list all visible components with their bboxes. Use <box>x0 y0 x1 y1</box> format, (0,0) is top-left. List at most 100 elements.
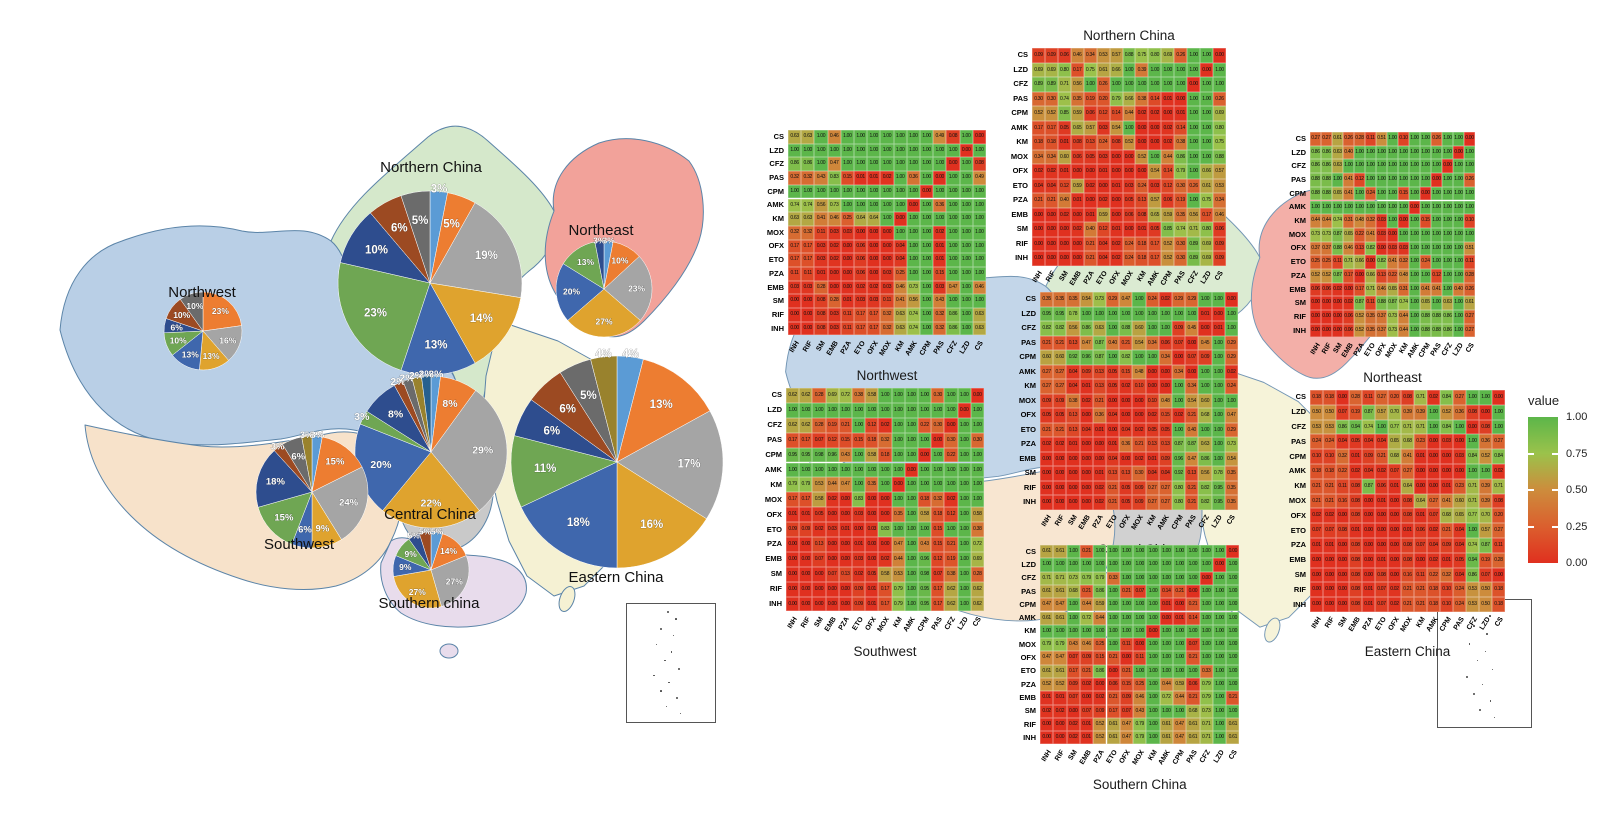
heatmap-cell: 1.00 <box>1409 159 1420 173</box>
heatmap-cell: 1.00 <box>958 492 971 507</box>
heatmap-cell: 0.63 <box>1093 321 1106 336</box>
heatmap-cell: 0.00 <box>1066 452 1079 467</box>
heatmap-cell: 0.86 <box>1310 146 1321 160</box>
heatmap-cell: 0.00 <box>1058 237 1071 252</box>
heatmap-cell: 0.32 <box>933 322 946 336</box>
heatmap-cell: 0.01 <box>1323 538 1336 553</box>
heatmap-cell: 0.39 <box>1135 63 1148 78</box>
heatmap-cell: 0.15 <box>931 537 944 552</box>
heatmap-cell: 1.00 <box>1431 228 1442 242</box>
heatmap-cell: 1.00 <box>1420 173 1431 187</box>
heatmap-cell: 1.00 <box>1093 625 1106 638</box>
heatmap-cell: 0.95 <box>1040 307 1053 322</box>
heatmap-cell: 0.23 <box>1414 434 1427 449</box>
island-dot <box>1477 660 1478 661</box>
heatmap-cell: 0.01 <box>786 507 799 522</box>
heatmap-cell: 0.08 <box>1349 479 1362 494</box>
heatmap-cell: 0.28 <box>971 567 984 582</box>
heatmap-cell: 0.02 <box>1159 292 1172 307</box>
heatmap-cell: 0.00 <box>1310 582 1323 597</box>
heatmap-cell: 0.46 <box>1071 48 1084 63</box>
heatmap-cell: 0.00 <box>1321 310 1332 324</box>
heatmap-cell: 0.28 <box>1464 269 1475 283</box>
heatmap-cell: 0.49 <box>933 130 946 144</box>
heatmap-cell: 1.00 <box>1120 545 1133 558</box>
heatmap-cell: 0.00 <box>828 267 841 281</box>
heatmap-cell: 0.01 <box>814 267 827 281</box>
heatmap-cell: 0.21 <box>1186 598 1199 611</box>
heatmap-cell: 1.00 <box>907 253 920 267</box>
heatmap-cell: 0.21 <box>1120 585 1133 598</box>
heatmap-cell: 0.35 <box>1225 466 1238 481</box>
heatmap-cell: 1.00 <box>958 463 971 478</box>
heatmap-cell: 0.54 <box>1148 164 1161 179</box>
heatmap-cell: 1.00 <box>1213 651 1226 664</box>
heatmap-cell: 1.00 <box>892 463 905 478</box>
heatmap-row-label: MOX <box>994 396 1036 405</box>
heatmap-cell: 1.00 <box>892 403 905 418</box>
heatmap-row-label: ETO <box>986 181 1028 190</box>
heatmap-cell: 0.17 <box>854 322 867 336</box>
heatmap-cell: 0.00 <box>799 582 812 597</box>
heatmap-cell: 0.88 <box>1123 48 1136 63</box>
heatmap-cell: 0.02 <box>1427 523 1440 538</box>
heatmap-cell: 1.00 <box>1466 464 1479 479</box>
heatmap-cell: 0.61 <box>1160 718 1173 731</box>
heatmap-cell: 0.11 <box>1464 255 1475 269</box>
heatmap-title: Southern China <box>1040 777 1240 792</box>
heatmap-cell: 0.62 <box>944 597 957 612</box>
heatmap-cell: 0.79 <box>1093 572 1106 585</box>
heatmap-cell: 0.43 <box>839 448 852 463</box>
heatmap-row-label: KM <box>994 381 1036 390</box>
heatmap-cell: 1.00 <box>1106 321 1119 336</box>
heatmap-cell: 0.79 <box>1110 92 1123 107</box>
pie-slice-label: 3% <box>271 441 285 452</box>
heatmap-cell: 0.46 <box>894 281 907 295</box>
heatmap-cell: 0.00 <box>944 418 957 433</box>
heatmap-cell: 0.66 <box>1354 255 1365 269</box>
heatmap-cell: 0.37 <box>1376 310 1387 324</box>
heatmap-cell: 1.00 <box>1398 173 1409 187</box>
heatmap-cell: 0.01 <box>1053 691 1066 704</box>
heatmap-cell: 0.25 <box>841 212 854 226</box>
heatmap-row-label: PAS <box>1264 175 1306 184</box>
heatmap-cell: 0.82 <box>1040 321 1053 336</box>
heatmap-cell: 0.94 <box>1466 553 1479 568</box>
heatmap-row-label: RIF <box>740 584 782 593</box>
heatmap-cell: 0.13 <box>1376 269 1387 283</box>
heatmap-cell: 0.88 <box>1431 324 1442 338</box>
heatmap-cell: 1.00 <box>1200 651 1213 664</box>
heatmap-cell: 1.00 <box>878 463 891 478</box>
heatmap-cell: 0.09 <box>1093 705 1106 718</box>
heatmap-cell: 0.08 <box>1492 494 1505 509</box>
heatmap-cell: 0.79 <box>1174 164 1187 179</box>
heatmap-cell: 1.00 <box>1148 77 1161 92</box>
heatmap-cell: 0.18 <box>931 507 944 522</box>
heatmap-cell: 0.63 <box>1332 146 1343 160</box>
heatmap-cell: 0.85 <box>1161 222 1174 237</box>
heatmap-cell: 0.00 <box>801 322 814 336</box>
heatmap-cell: 0.00 <box>1053 718 1066 731</box>
heatmap-cell: 0.88 <box>1420 310 1431 324</box>
heatmap-cell: 1.00 <box>1365 201 1376 215</box>
heatmap-cell: 0.86 <box>1321 159 1332 173</box>
heatmap-cell: 0.30 <box>1032 92 1045 107</box>
heatmap-cell: 1.00 <box>944 477 957 492</box>
heatmap-cell: 0.17 <box>801 253 814 267</box>
heatmap-cell: 1.00 <box>1173 545 1186 558</box>
heatmap-cell: 0.00 <box>1148 135 1161 150</box>
heatmap-cell: 0.50 <box>1310 405 1323 420</box>
heatmap-cell: 1.00 <box>1187 106 1200 121</box>
heatmap-cell: 0.17 <box>1343 269 1354 283</box>
heatmap-cell: 1.00 <box>894 171 907 185</box>
heatmap-cell: 0.09 <box>1440 538 1453 553</box>
heatmap-row-label: SM <box>740 569 782 578</box>
heatmap-cell: 0.83 <box>852 492 865 507</box>
heatmap-cell: 1.00 <box>786 463 799 478</box>
pie-slice-label: 18% <box>266 477 286 488</box>
heatmap-cell: 0.43 <box>1133 705 1146 718</box>
pie-slice-label: 4% <box>595 349 612 361</box>
pie-slice-label: 10% <box>173 310 190 320</box>
heatmap-cell: 0.04 <box>1159 466 1172 481</box>
heatmap-cell: 0.00 <box>905 463 918 478</box>
